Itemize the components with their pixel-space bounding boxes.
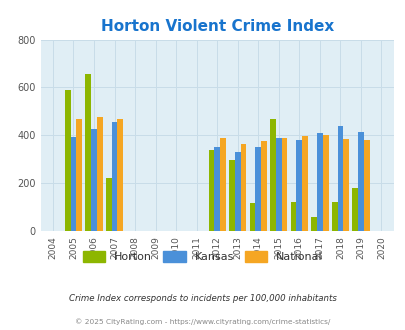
Bar [255, 147, 260, 231]
Bar [76, 118, 82, 231]
Bar [111, 122, 117, 231]
Bar [214, 147, 220, 231]
Bar [85, 74, 91, 231]
Bar [117, 118, 123, 231]
Bar [322, 135, 328, 231]
Bar [357, 132, 363, 231]
Bar [234, 152, 240, 231]
Bar [91, 129, 97, 231]
Text: © 2025 CityRating.com - https://www.cityrating.com/crime-statistics/: © 2025 CityRating.com - https://www.city… [75, 318, 330, 325]
Bar [70, 137, 76, 231]
Bar [331, 202, 337, 231]
Title: Horton Violent Crime Index: Horton Violent Crime Index [100, 19, 333, 34]
Bar [301, 137, 307, 231]
Bar [343, 139, 348, 231]
Bar [260, 141, 266, 231]
Bar [275, 138, 281, 231]
Text: Crime Index corresponds to incidents per 100,000 inhabitants: Crime Index corresponds to incidents per… [69, 294, 336, 303]
Bar [249, 204, 255, 231]
Bar [337, 126, 343, 231]
Bar [240, 144, 246, 231]
Bar [290, 202, 296, 231]
Bar [352, 188, 357, 231]
Bar [363, 140, 369, 231]
Bar [208, 150, 214, 231]
Bar [106, 178, 111, 231]
Bar [281, 138, 287, 231]
Bar [228, 160, 234, 231]
Legend: Horton, Kansas, National: Horton, Kansas, National [79, 247, 326, 267]
Bar [220, 138, 225, 231]
Bar [311, 217, 316, 231]
Bar [270, 118, 275, 231]
Bar [65, 90, 70, 231]
Bar [97, 117, 102, 231]
Bar [316, 133, 322, 231]
Bar [296, 140, 301, 231]
